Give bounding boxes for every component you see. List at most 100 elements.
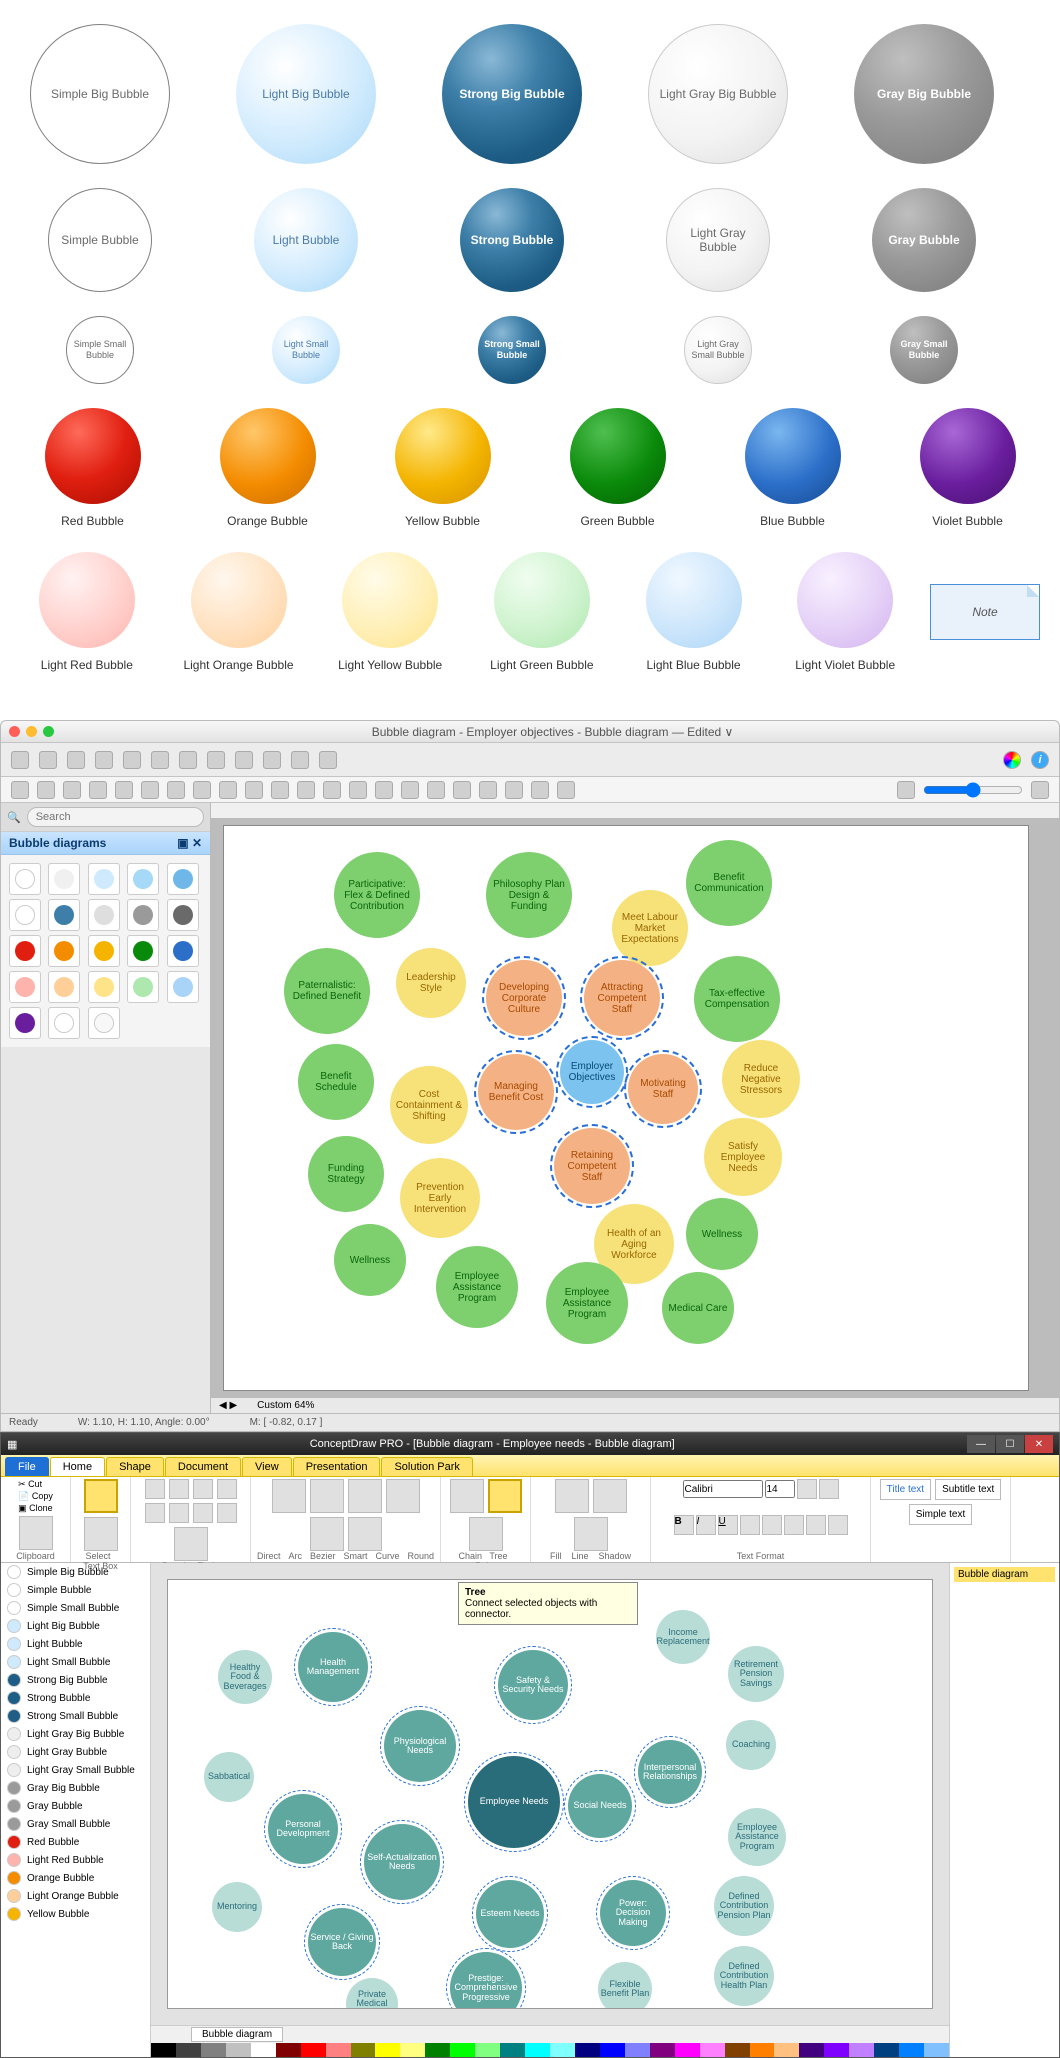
palette-item[interactable]: Light Big Bubble bbox=[226, 24, 386, 164]
palette-swatch[interactable] bbox=[550, 2043, 575, 2057]
toolbar-button[interactable] bbox=[319, 751, 337, 769]
swatch-item[interactable] bbox=[9, 1007, 41, 1039]
palette-swatch[interactable] bbox=[201, 2043, 226, 2057]
library-item[interactable]: Simple Bubble bbox=[1, 1581, 150, 1599]
palette-item[interactable]: Gray Bubble bbox=[844, 188, 1004, 292]
diagram-bubble[interactable]: Benefit Schedule bbox=[298, 1044, 374, 1120]
palette-item[interactable]: Light Gray Bubble bbox=[638, 188, 798, 292]
palette-swatch[interactable] bbox=[276, 2043, 301, 2057]
maximize-button[interactable]: ☐ bbox=[996, 1435, 1024, 1453]
diagram-bubble[interactable]: Employee Assistance Program bbox=[728, 1808, 786, 1866]
library-item[interactable]: Gray Big Bubble bbox=[1, 1779, 150, 1797]
swatch-item[interactable] bbox=[88, 863, 120, 895]
align-button[interactable] bbox=[762, 1515, 782, 1535]
paste-button[interactable] bbox=[19, 1516, 53, 1550]
palette-swatch[interactable] bbox=[874, 2043, 899, 2057]
palette-swatch[interactable] bbox=[575, 2043, 600, 2057]
close-icon[interactable] bbox=[9, 726, 20, 737]
toolbar-button[interactable] bbox=[207, 751, 225, 769]
diagram-bubble[interactable]: Esteem Needs bbox=[476, 1880, 544, 1948]
ribbon-tab[interactable]: Home bbox=[50, 1457, 105, 1476]
library-item[interactable]: Strong Bubble bbox=[1, 1689, 150, 1707]
palette-item[interactable]: Orange Bubble bbox=[195, 408, 340, 528]
diagram-bubble[interactable]: Health Management bbox=[298, 1632, 368, 1702]
palette-item[interactable]: Light Small Bubble bbox=[226, 316, 386, 384]
palette-swatch[interactable] bbox=[750, 2043, 775, 2057]
library-item[interactable]: Light Bubble bbox=[1, 1635, 150, 1653]
sheet-tab[interactable]: Bubble diagram bbox=[191, 2027, 283, 2042]
palette-item[interactable]: Violet Bubble bbox=[895, 408, 1040, 528]
diagram-bubble[interactable]: Safety & Security Needs bbox=[498, 1650, 568, 1720]
palette-swatch[interactable] bbox=[301, 2043, 326, 2057]
shape-tool[interactable] bbox=[169, 1479, 189, 1499]
diagram-bubble[interactable]: Tax-effective Compensation bbox=[694, 956, 780, 1042]
diagram-bubble[interactable]: Employee Assistance Program bbox=[546, 1262, 628, 1344]
palette-swatch[interactable] bbox=[824, 2043, 849, 2057]
diagram-bubble[interactable]: Physiological Needs bbox=[384, 1710, 456, 1782]
shape-tool[interactable] bbox=[169, 1503, 189, 1523]
library-item[interactable]: Light Red Bubble bbox=[1, 1851, 150, 1869]
palette-swatch[interactable] bbox=[151, 2043, 176, 2057]
smart-connector[interactable] bbox=[386, 1479, 420, 1513]
font-size-input[interactable] bbox=[765, 1480, 795, 1498]
toolbar-button[interactable] bbox=[235, 751, 253, 769]
close-button[interactable]: ✕ bbox=[1025, 1435, 1053, 1453]
align-button[interactable] bbox=[806, 1515, 826, 1535]
underline-button[interactable]: U bbox=[718, 1515, 738, 1535]
diagram-bubble[interactable]: Service / Giving Back bbox=[308, 1908, 376, 1976]
library-item[interactable]: Light Big Bubble bbox=[1, 1617, 150, 1635]
tool-button[interactable] bbox=[505, 781, 523, 799]
palette-swatch[interactable] bbox=[600, 2043, 625, 2057]
tool-button[interactable] bbox=[245, 781, 263, 799]
diagram-bubble[interactable]: Employee Assistance Program bbox=[436, 1246, 518, 1328]
palette-item[interactable]: Blue Bubble bbox=[720, 408, 865, 528]
toolbar-button[interactable] bbox=[151, 751, 169, 769]
ribbon-tab[interactable]: Document bbox=[165, 1457, 241, 1476]
palette-item[interactable]: Gray Big Bubble bbox=[844, 24, 1004, 164]
tool-button[interactable] bbox=[531, 781, 549, 799]
palette-item[interactable]: Strong Big Bubble bbox=[432, 24, 592, 164]
diagram-bubble[interactable]: Satisfy Employee Needs bbox=[704, 1118, 782, 1196]
shadow-button[interactable] bbox=[574, 1517, 608, 1551]
diagram-bubble[interactable]: Philosophy Plan Design & Funding bbox=[486, 852, 572, 938]
drawing-shapes-button[interactable] bbox=[174, 1527, 208, 1561]
minimize-icon[interactable] bbox=[26, 726, 37, 737]
swatch-item[interactable] bbox=[9, 863, 41, 895]
palette-item[interactable]: Light Green Bubble bbox=[475, 552, 609, 672]
diagram-bubble[interactable]: Funding Strategy bbox=[308, 1136, 384, 1212]
palette-item[interactable]: Gray Small Bubble bbox=[844, 316, 1004, 384]
zoom-in-button[interactable] bbox=[1031, 781, 1049, 799]
diagram-bubble[interactable]: Interpersonal Relationships bbox=[638, 1740, 702, 1804]
swatch-item[interactable] bbox=[48, 863, 80, 895]
tool-button[interactable] bbox=[11, 781, 29, 799]
tool-button[interactable] bbox=[37, 781, 55, 799]
sidebar-collapse-icon[interactable]: ▣ ✕ bbox=[177, 836, 202, 850]
ribbon-tab[interactable]: File bbox=[5, 1457, 49, 1476]
tool-button[interactable] bbox=[141, 781, 159, 799]
shape-tool[interactable] bbox=[217, 1503, 237, 1523]
library-item[interactable]: Light Small Bubble bbox=[1, 1653, 150, 1671]
diagram-bubble[interactable]: Participative: Flex & Defined Contributi… bbox=[334, 852, 420, 938]
palette-swatch[interactable] bbox=[450, 2043, 475, 2057]
swatch-item[interactable] bbox=[88, 1007, 120, 1039]
palette-item[interactable]: Light Violet Bubble bbox=[778, 552, 912, 672]
palette-swatch[interactable] bbox=[725, 2043, 750, 2057]
zoom-slider[interactable] bbox=[923, 782, 1023, 798]
diagram-bubble[interactable]: Income Replacement bbox=[656, 1610, 710, 1664]
palette-item[interactable]: Simple Small Bubble bbox=[20, 316, 180, 384]
palette-item[interactable]: Light Bubble bbox=[226, 188, 386, 292]
bezier-connector[interactable] bbox=[348, 1479, 382, 1513]
library-item[interactable]: Strong Big Bubble bbox=[1, 1671, 150, 1689]
palette-item[interactable]: Red Bubble bbox=[20, 408, 165, 528]
diagram-bubble[interactable]: Managing Benefit Cost bbox=[478, 1054, 554, 1130]
note-shape[interactable]: Note bbox=[930, 584, 1040, 640]
library-item[interactable]: Orange Bubble bbox=[1, 1869, 150, 1887]
tool-button[interactable] bbox=[63, 781, 81, 799]
info-icon[interactable]: i bbox=[1031, 751, 1049, 769]
palette-item[interactable]: Light Yellow Bubble bbox=[323, 552, 457, 672]
ribbon-tab[interactable]: Shape bbox=[106, 1457, 164, 1476]
diagram-bubble[interactable]: Flexible Benefit Plan bbox=[598, 1962, 652, 2009]
ribbon-tab[interactable]: View bbox=[242, 1457, 292, 1476]
palette-item[interactable]: Light Gray Small Bubble bbox=[638, 316, 798, 384]
library-item[interactable]: Light Gray Small Bubble bbox=[1, 1761, 150, 1779]
